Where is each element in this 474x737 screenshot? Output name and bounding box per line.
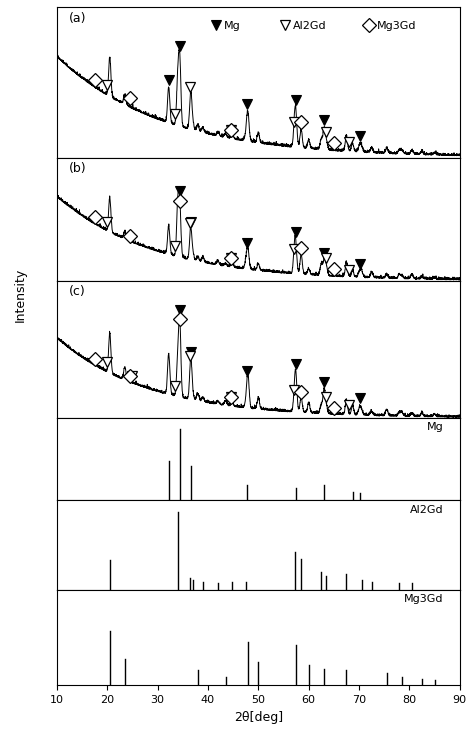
Text: Al2Gd: Al2Gd	[292, 21, 326, 31]
X-axis label: 2θ[deg]: 2θ[deg]	[234, 710, 283, 724]
Text: Mg3Gd: Mg3Gd	[404, 594, 444, 604]
Text: Al2Gd: Al2Gd	[410, 505, 444, 515]
Text: (b): (b)	[69, 161, 87, 175]
Text: (c): (c)	[69, 285, 86, 298]
Text: Mg: Mg	[427, 422, 444, 433]
Text: (a): (a)	[69, 12, 86, 25]
Text: Mg3Gd: Mg3Gd	[377, 21, 417, 31]
Text: Mg: Mg	[224, 21, 241, 31]
Text: Intensity: Intensity	[14, 268, 27, 322]
